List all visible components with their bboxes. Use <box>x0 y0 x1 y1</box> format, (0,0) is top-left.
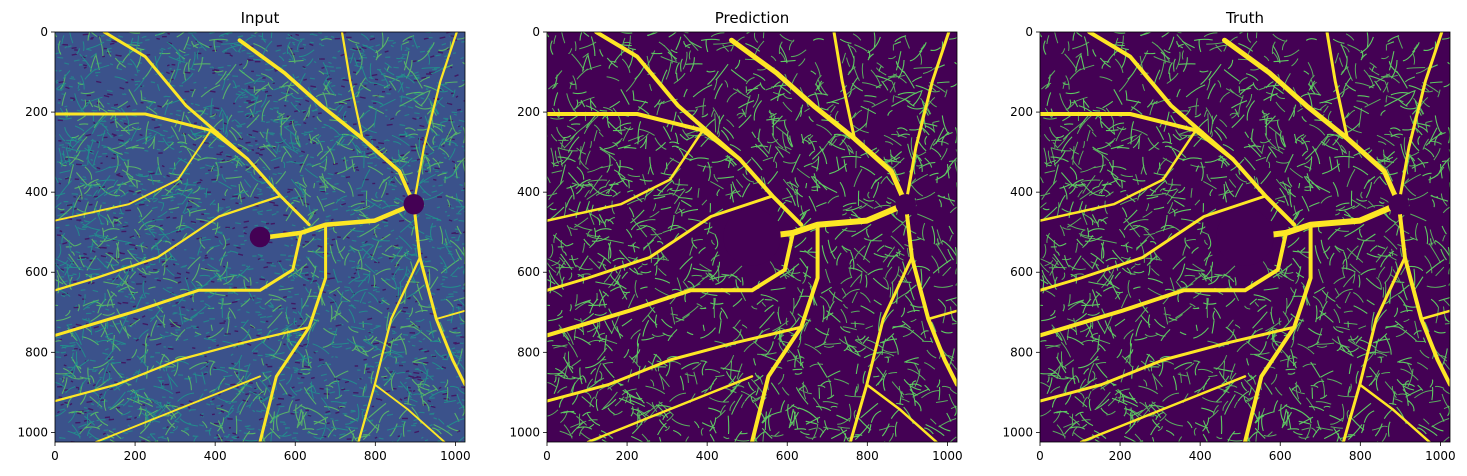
fovea <box>723 208 781 266</box>
y-tick-label: 400 <box>25 185 48 199</box>
vessel <box>340 32 364 140</box>
y-tick-label: 800 <box>25 345 48 359</box>
vessel <box>594 32 742 162</box>
vessel <box>1222 37 1402 207</box>
x-tick-label: 600 <box>1269 449 1292 463</box>
vessel <box>102 32 250 161</box>
x-tick-label: 200 <box>124 449 147 463</box>
vessel <box>237 38 416 207</box>
vessel <box>865 383 938 442</box>
main-vessels <box>55 32 465 442</box>
y-tick-label: 1000 <box>17 425 48 439</box>
vessel <box>1341 256 1407 442</box>
x-tick-label: 600 <box>284 449 307 463</box>
y-tick-label: 800 <box>517 345 540 359</box>
noise-texture <box>55 32 465 442</box>
main-vessels <box>547 32 957 442</box>
vessel <box>547 230 795 338</box>
vessel <box>586 375 754 442</box>
vessel <box>373 383 446 442</box>
fovea <box>1216 208 1274 266</box>
vessel <box>55 194 282 292</box>
vessel <box>357 256 422 442</box>
y-tick-label: 600 <box>517 265 540 279</box>
vessel <box>1040 325 1296 403</box>
heatmap-image <box>1040 32 1450 442</box>
y-tick-label: 1000 <box>509 425 540 439</box>
x-tick-label: 800 <box>1349 449 1372 463</box>
x-tick-label: 0 <box>51 449 59 463</box>
x-tick-label: 400 <box>696 449 719 463</box>
vessel <box>1087 32 1235 162</box>
x-tick-label: 400 <box>1189 449 1212 463</box>
vessel <box>55 231 303 337</box>
vessel <box>547 194 774 292</box>
vessel <box>1079 375 1247 442</box>
heatmap-image <box>55 32 465 442</box>
x-tick-label: 400 <box>204 449 227 463</box>
y-tick-label: 200 <box>517 105 540 119</box>
y-tick-label: 800 <box>1010 345 1033 359</box>
x-tick-label: 200 <box>1109 449 1132 463</box>
vessel <box>1358 383 1431 442</box>
x-tick-label: 800 <box>856 449 879 463</box>
vessel <box>1420 309 1450 321</box>
y-tick-label: 200 <box>1010 105 1033 119</box>
panel-title: Input <box>241 9 280 27</box>
main-vessels <box>1040 32 1450 442</box>
x-tick-label: 1000 <box>440 449 471 463</box>
vessel <box>1040 129 1198 222</box>
x-tick-label: 1000 <box>932 449 963 463</box>
vessel <box>1040 194 1267 292</box>
optic-disc <box>403 193 425 215</box>
vessel <box>547 325 803 403</box>
vessel <box>435 309 465 320</box>
x-tick-label: 200 <box>616 449 639 463</box>
vessel <box>55 326 311 403</box>
vessel <box>95 375 261 442</box>
vessel <box>848 256 914 442</box>
vessel <box>729 37 909 207</box>
vessel <box>412 32 458 206</box>
axes-frame <box>1039 31 1451 443</box>
panel-title: Prediction <box>715 9 790 27</box>
y-tick-label: 400 <box>1010 185 1033 199</box>
axes-frame <box>54 31 466 443</box>
x-tick-label: 800 <box>364 449 387 463</box>
vessel <box>55 129 212 222</box>
vessel <box>1325 32 1349 141</box>
y-tick-label: 0 <box>1025 25 1033 39</box>
panel-title: Truth <box>1225 9 1264 27</box>
optic-disc <box>895 193 917 215</box>
vessel <box>1397 32 1444 206</box>
vessel <box>547 129 705 222</box>
vessel <box>1040 230 1288 338</box>
x-tick-label: 1000 <box>1425 449 1456 463</box>
fovea <box>249 226 271 248</box>
y-tick-label: 0 <box>40 25 48 39</box>
y-tick-label: 200 <box>25 105 48 119</box>
optic-disc <box>1388 193 1410 215</box>
y-tick-label: 1000 <box>1002 425 1033 439</box>
y-tick-label: 600 <box>1010 265 1033 279</box>
vessel <box>832 32 856 141</box>
x-tick-label: 0 <box>543 449 551 463</box>
vessel <box>904 32 951 206</box>
x-tick-label: 600 <box>776 449 799 463</box>
y-tick-label: 600 <box>25 265 48 279</box>
axes-frame <box>546 31 958 443</box>
vessel <box>927 309 957 321</box>
y-tick-label: 0 <box>532 25 540 39</box>
y-tick-label: 400 <box>517 185 540 199</box>
heatmap-image <box>547 32 957 442</box>
x-tick-label: 0 <box>1036 449 1044 463</box>
